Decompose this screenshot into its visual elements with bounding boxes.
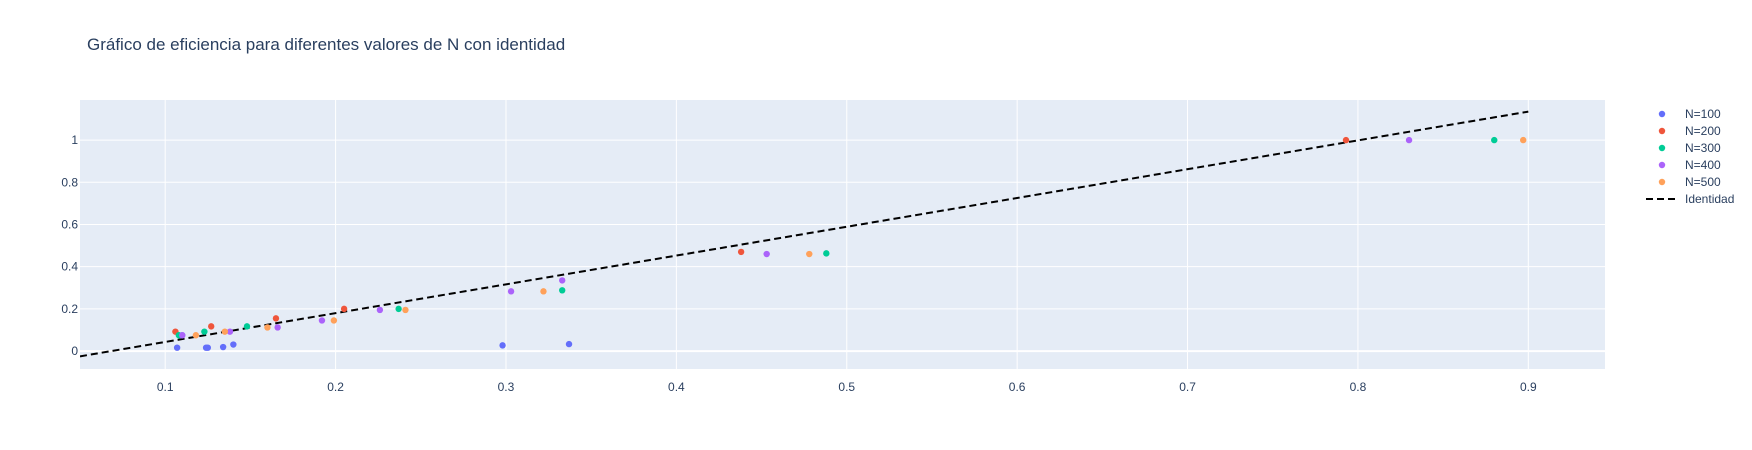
point-n-400 [376,306,384,314]
point-n-100 [565,340,573,348]
point-n-400 [226,328,234,335]
point-n-400 [1405,136,1413,144]
legend-item-identidad[interactable]: Identidad [1646,192,1734,206]
legend-label: N=300 [1685,141,1721,155]
point-n-200 [1342,136,1350,144]
chart-title: Gráfico de eficiencia para diferentes va… [87,35,565,54]
markers-layer [172,136,1527,351]
point-n-100 [219,343,227,351]
x-tick-label: 0.3 [498,380,515,394]
legend-swatch [1658,178,1666,186]
legend-label: Identidad [1685,192,1734,206]
point-n-200 [340,305,348,313]
series-line-identidad [80,110,1529,358]
legend-swatch [1658,144,1666,152]
x-tick-label: 0.1 [157,380,174,394]
point-n-500 [330,317,338,324]
legend-swatch [1658,110,1666,118]
y-tick-label: 1 [71,133,78,147]
point-n-200 [737,248,745,256]
legend-item-n-300[interactable]: N=300 [1658,141,1721,155]
y-axis-ticks: 0 0.2 0.4 0.6 0.8 1 [61,133,78,358]
x-tick-label: 0.4 [668,380,685,394]
point-n-100 [499,342,506,349]
point-n-300 [1491,136,1498,144]
legend[interactable]: N=100 N=200 N=300 N=400 N=500 Identidad [1646,107,1734,206]
point-n-500 [402,306,409,314]
point-n-100 [173,344,181,351]
legend-swatch [1658,161,1666,169]
x-tick-label: 0.9 [1520,380,1537,394]
point-n-400 [763,250,770,258]
point-n-200 [208,323,215,330]
point-n-500 [221,328,229,335]
y-tick-label: 0 [71,344,78,358]
point-n-200 [272,315,280,322]
legend-label: N=200 [1685,124,1721,138]
legend-item-n-200[interactable]: N=200 [1658,124,1721,138]
point-n-400 [559,277,566,284]
identity-line-layer [80,110,1529,358]
point-n-500 [540,288,547,295]
point-n-300 [243,323,251,330]
x-tick-label: 0.5 [838,380,855,394]
y-tick-label: 0.4 [61,260,78,274]
y-tick-label: 0.2 [61,302,78,316]
point-n-500 [1520,136,1527,144]
legend-item-n-500[interactable]: N=500 [1658,175,1721,189]
y-tick-label: 0.8 [61,175,78,189]
legend-label: N=500 [1685,175,1721,189]
point-n-500 [192,332,200,339]
grid-lines [80,100,1605,369]
x-tick-label: 0.8 [1350,380,1367,394]
point-n-100 [204,344,211,351]
point-n-500 [264,324,271,331]
x-axis-ticks: 0.1 0.2 0.3 0.4 0.5 0.6 0.7 0.8 0.9 [157,380,1537,394]
y-tick-label: 0.6 [61,217,78,231]
legend-label: N=400 [1685,158,1721,172]
point-n-300 [823,250,830,257]
plot-area [80,100,1605,369]
x-tick-label: 0.7 [1179,380,1196,394]
legend-item-n-100[interactable]: N=100 [1658,107,1721,121]
point-n-300 [559,287,566,294]
point-n-500 [806,250,813,258]
x-tick-label: 0.2 [327,380,344,394]
point-n-400 [179,332,186,339]
legend-swatch [1658,127,1666,135]
point-n-400 [274,324,281,331]
legend-label: N=100 [1685,107,1721,121]
legend-item-n-400[interactable]: N=400 [1658,158,1721,172]
point-n-400 [507,288,515,295]
point-n-300 [201,328,208,335]
point-n-400 [318,317,326,324]
x-tick-label: 0.6 [1009,380,1026,394]
point-n-100 [230,341,237,348]
point-n-300 [395,305,402,313]
